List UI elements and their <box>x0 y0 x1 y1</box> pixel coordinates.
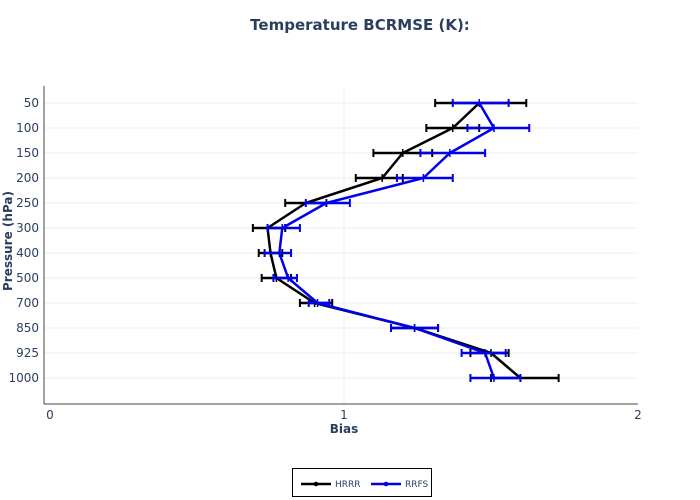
chart-title: Temperature BCRMSE (K): <box>250 16 470 34</box>
x-tick-label: 1 <box>340 408 348 422</box>
series-layer <box>251 99 560 382</box>
legend-label: HRRR <box>335 480 361 490</box>
series-rrfs <box>263 99 531 382</box>
y-tick-label: 250 <box>16 196 39 210</box>
x-tick-label: 0 <box>46 408 54 422</box>
x-tick-label: 2 <box>634 408 642 422</box>
legend-marker <box>383 481 389 487</box>
y-tick-label: 100 <box>16 121 39 135</box>
grid-lines <box>44 86 638 404</box>
y-tick-label: 925 <box>16 346 39 360</box>
legend: HRRR RRFS <box>292 468 432 497</box>
y-tick-label: 1000 <box>8 371 39 385</box>
y-axis-title: Pressure (hPa) <box>1 191 15 291</box>
y-tick-label: 50 <box>24 96 39 110</box>
legend-svg: HRRR RRFS <box>301 480 429 490</box>
y-tick-label: 150 <box>16 146 39 160</box>
tick-labels: 50 100 150 200 250 300 400 500 700 850 925 1000 0 1 2 <box>8 96 641 422</box>
axes <box>43 86 638 405</box>
x-axis-title: Bias <box>330 422 359 436</box>
y-tick-label: 300 <box>16 221 39 235</box>
series-line <box>278 102 496 379</box>
y-tick-label: 500 <box>16 271 39 285</box>
legend-marker <box>313 481 319 487</box>
y-tick-label: 850 <box>16 321 39 335</box>
legend-label: RRFS <box>405 480 429 490</box>
y-tick-label: 200 <box>16 171 39 185</box>
y-tick-label: 700 <box>16 296 39 310</box>
series-line <box>266 102 522 379</box>
series-hrrr <box>251 99 560 382</box>
y-tick-label: 400 <box>16 246 39 260</box>
